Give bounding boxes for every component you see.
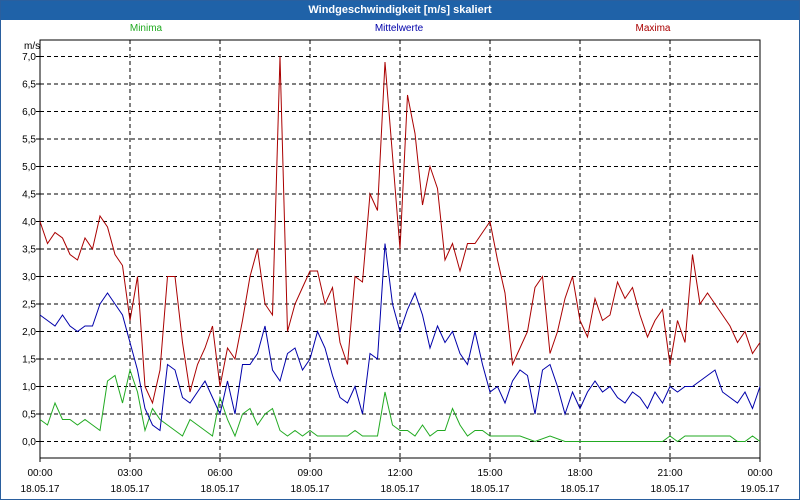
y-axis-label: m/s xyxy=(24,41,41,52)
y-tick-label: 0,0 xyxy=(22,437,36,448)
y-tick-label: 5,0 xyxy=(22,162,36,173)
y-tick-label: 2,5 xyxy=(22,300,36,311)
y-tick-label: 2,0 xyxy=(22,327,36,338)
y-tick-label: 4,5 xyxy=(22,190,36,201)
x-tick-label-time: 21:00 xyxy=(657,468,682,479)
x-tick-label-time: 00:00 xyxy=(27,468,52,479)
x-tick-label-date: 18.05.17 xyxy=(471,484,510,495)
series-line-minima xyxy=(39,368,761,443)
chart-title: Windgeschwindigkeit [m/s] skaliert xyxy=(1,1,799,20)
x-tick-label-date: 18.05.17 xyxy=(381,484,420,495)
x-tick-label-time: 09:00 xyxy=(297,468,322,479)
x-tick-label-time: 03:00 xyxy=(117,468,142,479)
y-tick-label: 0,5 xyxy=(22,410,36,421)
legend-minima: Minima xyxy=(129,23,163,34)
x-tick-label-date: 18.05.17 xyxy=(201,484,240,495)
x-tick-label-date: 18.05.17 xyxy=(111,484,150,495)
legend-mittelwerte: Mittelwerte xyxy=(374,23,424,34)
legend-maxima: Maxima xyxy=(635,23,671,34)
x-tick-label-date: 18.05.17 xyxy=(561,484,600,495)
y-tick-label: 6,5 xyxy=(22,80,36,91)
x-tick-label-time: 15:00 xyxy=(477,468,502,479)
x-tick-label-time: 00:00 xyxy=(747,468,772,479)
x-tick-label-date: 19.05.17 xyxy=(741,484,780,495)
y-tick-label: 1,0 xyxy=(22,382,36,393)
series-line-maxima xyxy=(39,56,761,405)
y-tick-label: 3,0 xyxy=(22,272,36,283)
series-line-mittelwerte xyxy=(39,243,761,432)
x-tick-label-time: 12:00 xyxy=(387,468,412,479)
y-tick-label: 1,5 xyxy=(22,355,36,366)
x-tick-label-time: 06:00 xyxy=(207,468,232,479)
y-tick-label: 3,5 xyxy=(22,245,36,256)
y-tick-label: 6,0 xyxy=(22,107,36,118)
y-tick-label: 5,5 xyxy=(22,135,36,146)
y-tick-label: 4,0 xyxy=(22,217,36,228)
x-tick-label-time: 18:00 xyxy=(567,468,592,479)
x-tick-label-date: 18.05.17 xyxy=(21,484,60,495)
x-tick-label-date: 18.05.17 xyxy=(291,484,330,495)
y-tick-label: 7,0 xyxy=(22,52,36,63)
x-tick-label-date: 18.05.17 xyxy=(651,484,690,495)
